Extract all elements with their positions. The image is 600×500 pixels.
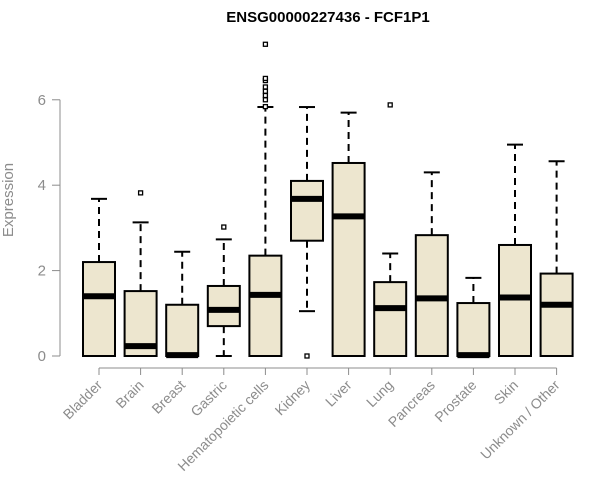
outlier-lung-0: [387, 102, 393, 108]
box-pancreas: [414, 171, 449, 357]
x-tick-label-bladder: Bladder: [60, 377, 106, 423]
chart-title: ENSG00000227436 - FCF1P1: [226, 9, 429, 26]
y-axis-label: Expression: [0, 163, 17, 237]
box-prostate: [456, 276, 491, 359]
y-axis: 0 2 4 6: [38, 92, 61, 365]
box-rect-hematopoietic-cells: [248, 254, 283, 357]
box-series: [82, 41, 574, 359]
box-rect-prostate: [456, 302, 491, 357]
box-liver: [331, 111, 366, 357]
x-tick-label-brain: Brain: [112, 377, 146, 411]
outlier-hematopoietic-cells-3: [262, 88, 269, 94]
x-tick-label-skin: Skin: [491, 377, 522, 408]
y-tick-label-0: 0: [38, 348, 46, 365]
box-rect-liver: [331, 161, 366, 357]
outlier-gastric-0: [221, 224, 227, 230]
box-breast: [165, 250, 200, 359]
y-tick-label-2: 2: [38, 263, 46, 280]
box-rect-unknown-other: [539, 272, 574, 357]
x-tick-label-unknown-other: Unknown / Other: [477, 377, 563, 463]
outlier-hematopoietic-cells-6: [262, 75, 269, 82]
box-bladder: [82, 197, 116, 357]
box-rect-breast: [165, 303, 200, 357]
x-tick-label-breast: Breast: [148, 377, 188, 417]
outlier-hematopoietic-cells-1: [262, 97, 269, 103]
box-gastric: [206, 224, 241, 357]
box-skin: [498, 143, 532, 357]
x-tick-label-liver: Liver: [322, 377, 355, 410]
outlier-kidney-0: [304, 353, 310, 359]
box-brain: [123, 190, 158, 357]
outlier-hematopoietic-cells-4: [262, 84, 269, 90]
x-tick-label-lung: Lung: [363, 377, 396, 410]
outlier-hematopoietic-cells-2: [262, 92, 269, 99]
box-rect-gastric: [206, 284, 241, 328]
y-tick-label-4: 4: [38, 177, 46, 194]
box-rect-lung: [373, 281, 408, 358]
box-lung: [373, 102, 408, 358]
x-tick-label-prostate: Prostate: [431, 377, 479, 425]
box-kidney: [290, 106, 324, 359]
box-unknown-other: [539, 160, 574, 357]
y-tick-label-6: 6: [38, 92, 46, 109]
box-rect-bladder: [82, 261, 116, 357]
box-rect-kidney: [290, 179, 324, 242]
outlier-brain-0: [137, 190, 144, 196]
box-hematopoietic-cells: [248, 41, 283, 357]
outlier-hematopoietic-cells-0: [262, 103, 269, 110]
outlier-hematopoietic-cells-7: [262, 41, 269, 47]
x-tick-label-kidney: Kidney: [272, 377, 314, 419]
